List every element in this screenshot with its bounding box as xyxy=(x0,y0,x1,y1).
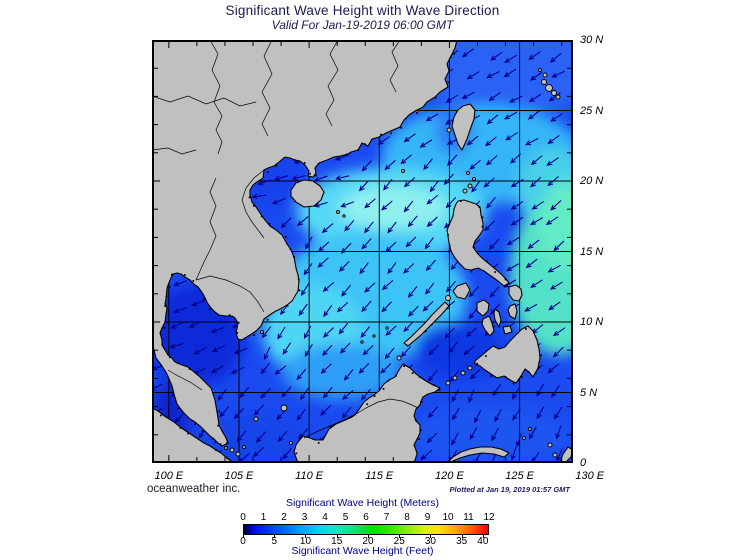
meters-tick-1: 1 xyxy=(260,512,267,523)
lon-label-125E: 125 E xyxy=(505,470,534,482)
feet-tick-5: 5 xyxy=(271,536,278,547)
meters-tick-6: 6 xyxy=(363,512,369,523)
land-panay xyxy=(476,299,490,317)
land-leyte xyxy=(507,303,518,320)
meters-tick-7: 7 xyxy=(383,512,390,523)
coastal-islets xyxy=(160,52,542,460)
lat-label-10N: 10 N xyxy=(580,316,604,328)
feet-tickmark-0 xyxy=(243,535,244,538)
lon-label-110E: 110 E xyxy=(295,470,324,482)
land-borneo xyxy=(293,363,441,462)
land-cebu xyxy=(493,308,502,328)
map-frame xyxy=(152,40,573,463)
valid-time-subtitle: Valid For Jan-19-2019 06:00 GMT xyxy=(271,18,454,32)
lat-label-5N: 5 N xyxy=(580,386,598,399)
feet-tick-15: 15 xyxy=(331,536,343,547)
meters-tick-9: 9 xyxy=(424,512,431,523)
land-sulawesi xyxy=(447,446,510,462)
lat-label-15N: 15 N xyxy=(580,245,604,258)
feet-tickmark-20 xyxy=(367,535,369,538)
meters-tick-10: 10 xyxy=(442,512,454,523)
land-bohol xyxy=(502,325,513,335)
land-samar xyxy=(508,284,523,302)
lon-label-100E: 100 E xyxy=(154,470,184,482)
feet-tick-35: 35 xyxy=(456,536,468,547)
axis-tick-marks xyxy=(154,42,571,461)
feet-tick-40: 40 xyxy=(477,536,489,547)
feet-tickmark-15 xyxy=(336,535,338,538)
land-hainan xyxy=(290,179,325,208)
meters-tick-5: 5 xyxy=(342,512,349,523)
meters-tick-0: 0 xyxy=(240,512,246,523)
lon-label-120E: 120 E xyxy=(435,470,464,482)
land-mindanao xyxy=(474,325,541,384)
page-title: Significant Wave Height with Wave Direct… xyxy=(225,3,500,18)
meters-tick-8: 8 xyxy=(404,512,410,523)
legend-meters-ticks: 0 1 2 3 4 5 6 7 8 9 10 11 12 xyxy=(240,512,494,523)
meters-tick-3: 3 xyxy=(301,512,308,523)
meters-tick-2: 2 xyxy=(281,512,287,523)
feet-tick-10: 10 xyxy=(299,536,312,547)
lon-label-105E: 105 E xyxy=(224,470,254,482)
map-border-frame xyxy=(152,40,573,463)
land-palawan xyxy=(403,301,450,347)
plotted-at-text: Plotted at Jan 19, 2019 01:57 GMT xyxy=(449,485,570,494)
feet-tick-0: 0 xyxy=(240,536,246,547)
feet-tickmark-25 xyxy=(399,535,401,538)
legend-title-meters: Significant Wave Height (Meters) xyxy=(285,497,440,509)
feet-tick-30: 30 xyxy=(424,536,436,547)
meters-tick-4: 4 xyxy=(322,512,328,523)
land-mindoro xyxy=(452,282,471,300)
lat-label-30N: 30 N xyxy=(580,34,604,46)
feet-tick-20: 20 xyxy=(362,536,374,547)
feet-tickmark-10 xyxy=(305,535,307,538)
land-taiwan xyxy=(451,103,476,151)
oceanweather-credit: oceanweather inc. xyxy=(147,483,241,495)
land-negros xyxy=(481,315,495,337)
feet-tickmark-5 xyxy=(274,535,276,538)
legend-title-feet: Significant Wave Height (Feet) xyxy=(291,545,434,557)
legend-feet-ticks: 0 5 10 15 20 25 30 35 40 xyxy=(240,536,489,547)
feet-tick-25: 25 xyxy=(393,536,405,547)
feet-tickmark-40 xyxy=(482,535,484,538)
lat-label-25N: 25 N xyxy=(580,104,604,117)
meters-tick-12: 12 xyxy=(483,512,495,523)
land-halmahera xyxy=(559,446,572,462)
wave-height-colorbar xyxy=(243,524,489,535)
lon-label-115E: 115 E xyxy=(365,470,394,482)
lon-label-130E: 130 E xyxy=(575,470,605,482)
feet-tickmark-30 xyxy=(430,535,432,538)
lat-label-20N: 20 N xyxy=(580,175,604,187)
land-asia-mainland xyxy=(153,41,458,447)
meters-tick-11: 11 xyxy=(463,512,474,523)
wave-direction-map xyxy=(152,40,573,463)
small-islands xyxy=(224,68,561,458)
feet-tickmark-35 xyxy=(461,535,463,538)
lat-label-0: 0 xyxy=(580,457,587,469)
country-borders xyxy=(153,41,419,439)
land-masses xyxy=(153,41,572,462)
